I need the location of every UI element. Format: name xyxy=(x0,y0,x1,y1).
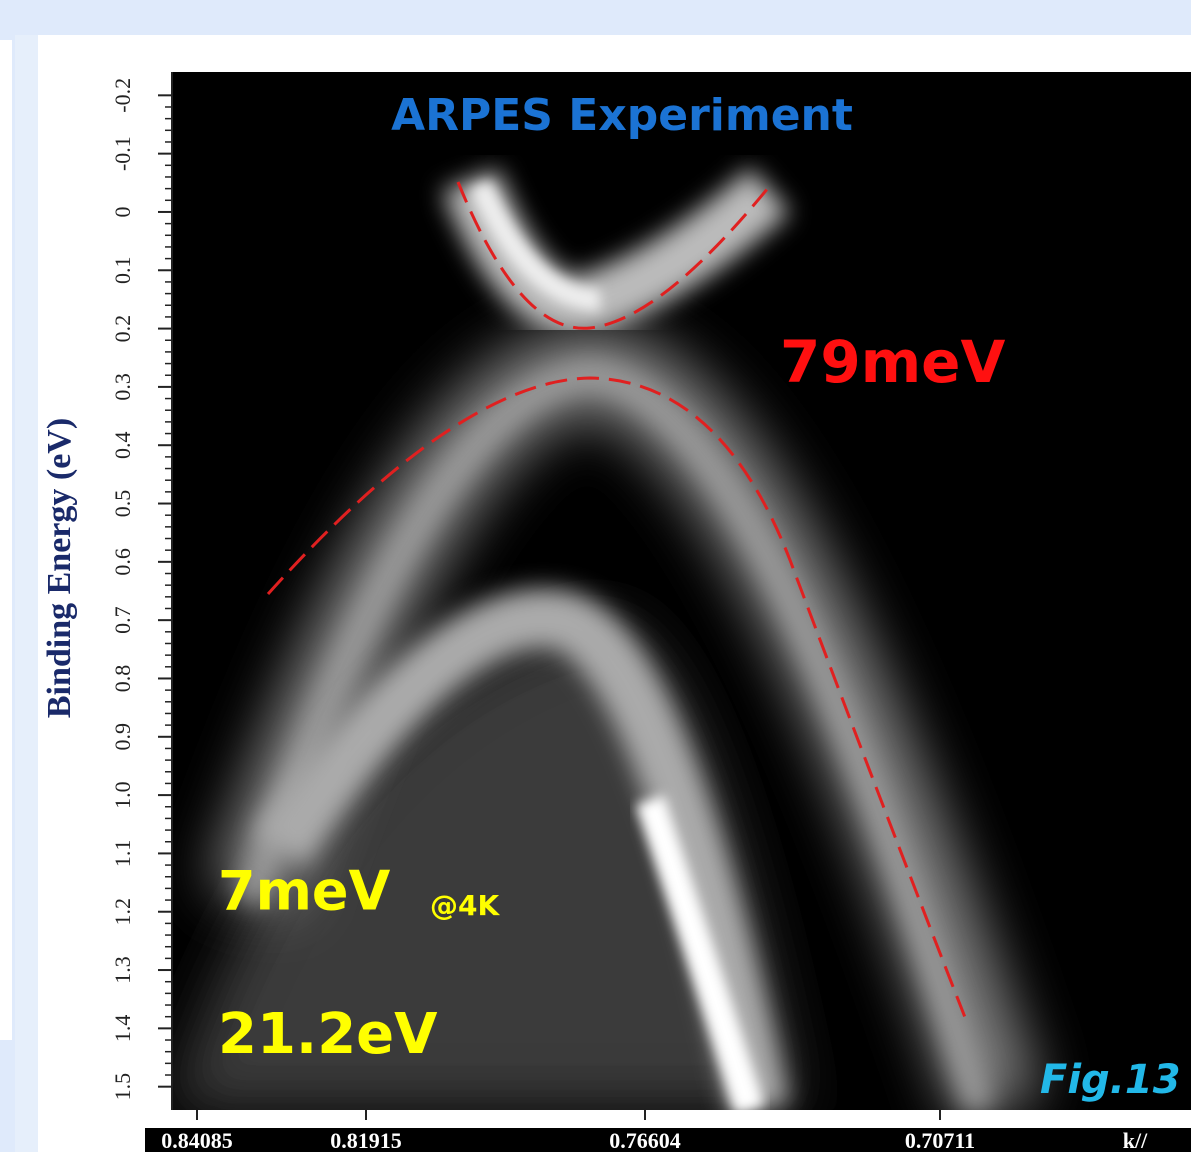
y-tick-label: 1.4 xyxy=(110,1015,135,1043)
annotation: 21.2eV xyxy=(218,1002,438,1067)
y-tick-label: 1.3 xyxy=(110,956,135,984)
left-box xyxy=(0,40,12,1040)
y-tick-label: -0.2 xyxy=(110,78,135,113)
y-tick-label: 0.9 xyxy=(110,723,135,751)
x-tick-label: 0.76604 xyxy=(609,1128,681,1152)
x-axis-label: k// xyxy=(1123,1128,1148,1152)
y-tick-label: 0.1 xyxy=(110,257,135,285)
y-tick-label: 1.2 xyxy=(110,898,135,926)
top-band xyxy=(0,0,1191,35)
y-tick-label: 0.6 xyxy=(110,548,135,576)
annotation: Fig.13 xyxy=(1040,1057,1181,1103)
y-tick-label: 0 xyxy=(110,206,135,217)
y-tick-label: 0.4 xyxy=(110,431,135,459)
bright-band-core xyxy=(635,795,765,1110)
x-tick-label: 0.84085 xyxy=(161,1128,233,1152)
y-tick-label: 0.5 xyxy=(110,490,135,518)
y-tick-label: 1.1 xyxy=(110,840,135,868)
y-axis-label: Binding Energy (eV) xyxy=(41,418,78,718)
lower-band-core xyxy=(235,359,995,1110)
y-tick-label: 1.5 xyxy=(110,1073,135,1101)
fit-curve-upper xyxy=(456,181,770,330)
y-tick-label: 0.7 xyxy=(110,606,135,634)
x-axis-bar xyxy=(145,1128,1191,1152)
y-tick-label: 0.8 xyxy=(110,665,135,693)
x-tick-label: 0.70711 xyxy=(905,1128,975,1152)
bright-band xyxy=(255,588,790,1110)
fit-curve-lower xyxy=(266,376,970,1026)
annotation: @4K xyxy=(430,889,500,922)
upper-cone-core xyxy=(469,180,601,311)
y-tick-label: 0.2 xyxy=(110,315,135,343)
y-tick-label: -0.1 xyxy=(110,136,135,171)
y-tick-label: 0.3 xyxy=(110,373,135,401)
annotation: 79meV xyxy=(780,328,1005,396)
annotation: 7meV xyxy=(218,860,390,923)
chart-title: ARPES Experiment xyxy=(391,90,853,141)
x-tick-label: 0.81915 xyxy=(330,1128,402,1152)
y-tick-label: 1.0 xyxy=(110,781,135,809)
intensity-map xyxy=(172,167,1043,1110)
